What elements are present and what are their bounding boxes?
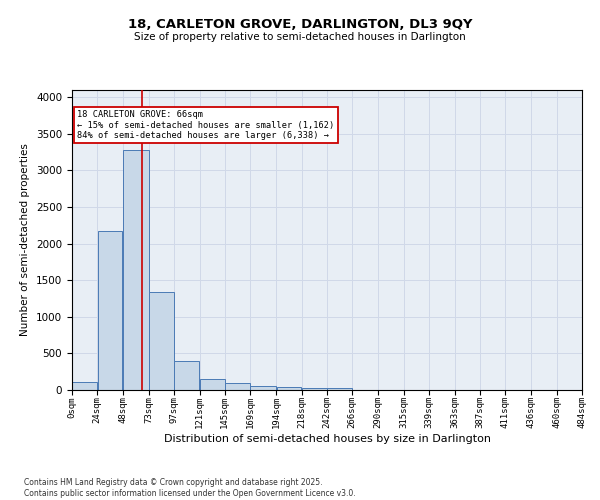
Text: 18, CARLETON GROVE, DARLINGTON, DL3 9QY: 18, CARLETON GROVE, DARLINGTON, DL3 9QY xyxy=(128,18,472,30)
X-axis label: Distribution of semi-detached houses by size in Darlington: Distribution of semi-detached houses by … xyxy=(163,434,491,444)
Bar xyxy=(277,386,301,390)
Bar xyxy=(200,378,224,390)
Bar xyxy=(149,292,174,390)
Bar xyxy=(123,150,149,390)
Bar xyxy=(98,231,122,390)
Text: Size of property relative to semi-detached houses in Darlington: Size of property relative to semi-detach… xyxy=(134,32,466,42)
Bar xyxy=(175,360,199,390)
Y-axis label: Number of semi-detached properties: Number of semi-detached properties xyxy=(20,144,31,336)
Bar xyxy=(225,384,250,390)
Bar xyxy=(250,386,276,390)
Bar xyxy=(72,382,97,390)
Bar xyxy=(327,388,352,390)
Text: 18 CARLETON GROVE: 66sqm
← 15% of semi-detached houses are smaller (1,162)
84% o: 18 CARLETON GROVE: 66sqm ← 15% of semi-d… xyxy=(77,110,335,140)
Bar xyxy=(302,388,327,390)
Text: Contains HM Land Registry data © Crown copyright and database right 2025.
Contai: Contains HM Land Registry data © Crown c… xyxy=(24,478,356,498)
